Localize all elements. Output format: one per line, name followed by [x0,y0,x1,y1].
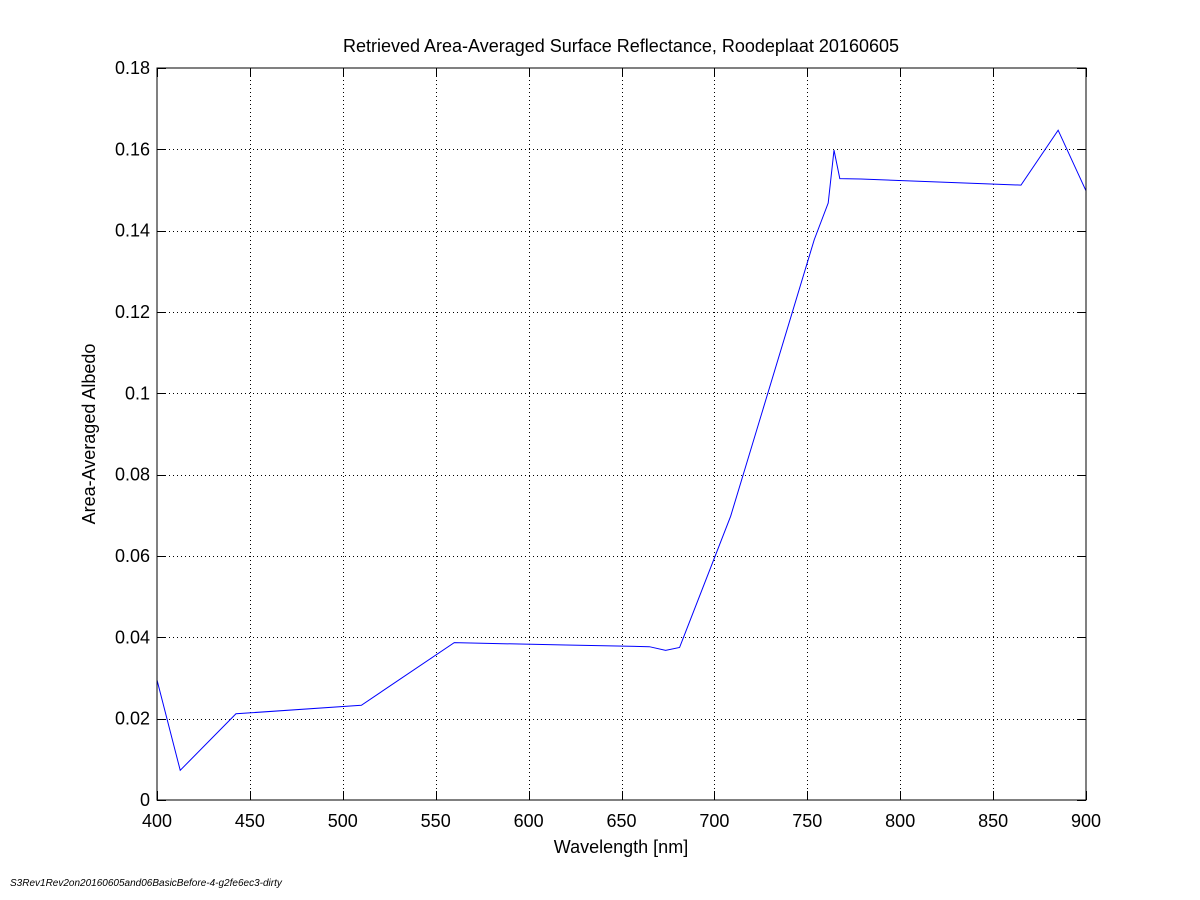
x-tick-label: 750 [792,811,822,831]
y-tick-label: 0.06 [115,546,150,566]
figure-footer-note: S3Rev1Rev2on20160605and06BasicBefore-4-g… [10,878,282,889]
tick-labels: 400 450 500 550 600 650 700 750 800 850 900 0 0.02 0.… [115,58,1101,831]
x-tick-label: 650 [606,811,636,831]
y-tick-label: 0.04 [115,627,150,647]
x-tick-label: 400 [142,811,172,831]
y-tick-label: 0 [140,790,150,810]
y-tick-label: 0.12 [115,302,150,322]
y-tick-label: 0.14 [115,221,150,241]
grid [157,68,1086,800]
x-tick-label: 700 [699,811,729,831]
series-layer [156,129,1087,772]
x-tick-label: 600 [514,811,544,831]
x-tick-label: 900 [1071,811,1101,831]
plot-frame [156,67,1087,801]
series-line [156,129,1087,772]
x-axis-label: Wavelength [nm] [554,837,688,857]
axis-ticks [157,68,1087,801]
x-tick-label: 800 [885,811,915,831]
y-tick-label: 0.08 [115,465,150,485]
x-tick-label: 500 [328,811,358,831]
x-tick-label: 450 [235,811,265,831]
y-tick-label: 0.02 [115,709,150,729]
chart-title: Retrieved Area-Averaged Surface Reflecta… [343,36,899,56]
y-tick-label: 0.1 [125,383,150,403]
y-tick-label: 0.18 [115,58,150,78]
x-tick-label: 850 [978,811,1008,831]
x-tick-label: 550 [421,811,451,831]
y-axis-label: Area-Averaged Albedo [79,344,99,525]
y-tick-label: 0.16 [115,139,150,159]
